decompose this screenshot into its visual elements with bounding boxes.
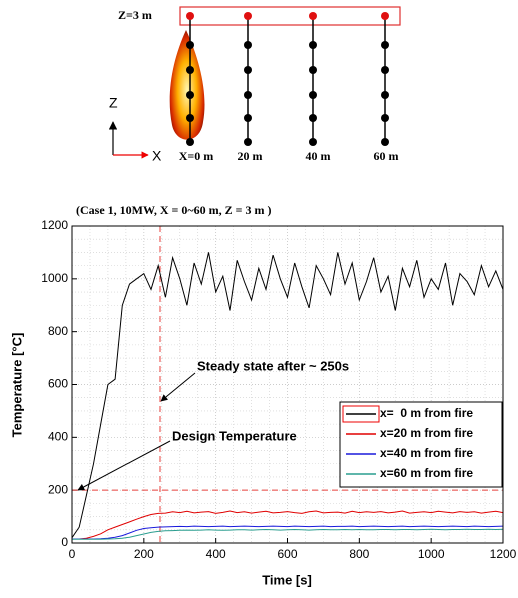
x-tick-label: 600: [277, 547, 297, 561]
legend-label: x=60 m from fire: [380, 466, 473, 480]
sensor: [186, 66, 194, 74]
sensor: [381, 66, 389, 74]
sensor: [186, 91, 194, 99]
annotation-arrow: [160, 372, 196, 402]
z-axis-label: Z: [109, 95, 118, 111]
sensor: [186, 138, 194, 146]
sensor: [381, 91, 389, 99]
sensor-label: X=0 m: [179, 149, 214, 163]
x-tick-label: 1000: [418, 547, 445, 561]
x-tick-label: 800: [349, 547, 369, 561]
legend-label: x=20 m from fire: [380, 426, 473, 440]
sensor-box: [179, 6, 401, 26]
sensor: [309, 91, 317, 99]
legend: [339, 401, 503, 488]
y-tick-label: 1200: [41, 218, 68, 232]
sensor-top: [381, 12, 389, 20]
chart-title: (Case 1, 10MW, X = 0~60 m, Z = 3 m ): [76, 203, 271, 217]
y-axis-title: Temperature [°C]: [9, 333, 24, 438]
data-line: [72, 528, 504, 540]
y-tick-label: 200: [48, 482, 68, 496]
legend-highlight: [342, 405, 380, 423]
sensor: [309, 41, 317, 49]
y-tick-label: 0: [61, 535, 68, 549]
legend-label: x= 0 m from fire: [380, 406, 473, 420]
y-tick-label: 1000: [41, 271, 68, 285]
sensor-label: 40 m: [306, 149, 331, 163]
sensor: [244, 91, 252, 99]
sensor-label: 20 m: [238, 149, 263, 163]
sensor-top: [244, 12, 252, 20]
sensor: [381, 41, 389, 49]
sensor: [186, 114, 194, 122]
x-tick-label: 1200: [490, 547, 517, 561]
annotation-arrow: [77, 440, 171, 491]
sensor: [309, 66, 317, 74]
sensor: [244, 41, 252, 49]
sensor: [244, 114, 252, 122]
data-line: [72, 510, 504, 540]
sensor-label: 60 m: [374, 149, 399, 163]
sensor-diagram: Z=3 m Z X X=0 m 20 m 40 m 60 m: [108, 6, 401, 164]
y-tick-label: 800: [48, 324, 68, 338]
legend-label: x=40 m from fire: [380, 446, 473, 460]
sensor: [381, 114, 389, 122]
sensor-top: [309, 12, 317, 20]
sensor: [309, 114, 317, 122]
annotation: Design Temperature: [172, 428, 297, 443]
sensor: [244, 66, 252, 74]
data-line: [72, 525, 504, 540]
x-tick-label: 0: [69, 547, 76, 561]
y-tick-label: 600: [48, 377, 68, 391]
sensor: [186, 41, 194, 49]
sensor: [381, 138, 389, 146]
sensor: [309, 138, 317, 146]
x-axis-title: Time [s]: [262, 572, 312, 587]
x-tick-label: 400: [206, 547, 226, 561]
fire: [169, 30, 205, 140]
sensor: [244, 138, 252, 146]
plot-frame: [71, 225, 504, 544]
y-tick-label: 400: [48, 430, 68, 444]
x-axis-label: X: [152, 148, 162, 164]
z-label: Z=3 m: [118, 8, 152, 22]
data-line: [71, 252, 504, 538]
x-tick-label: 200: [134, 547, 154, 561]
chart: (Case 1, 10MW, X = 0~60 m, Z = 3 m ) Tim…: [9, 203, 516, 588]
sensor-top: [186, 12, 194, 20]
annotation: Steady state after ~ 250s: [197, 358, 349, 373]
